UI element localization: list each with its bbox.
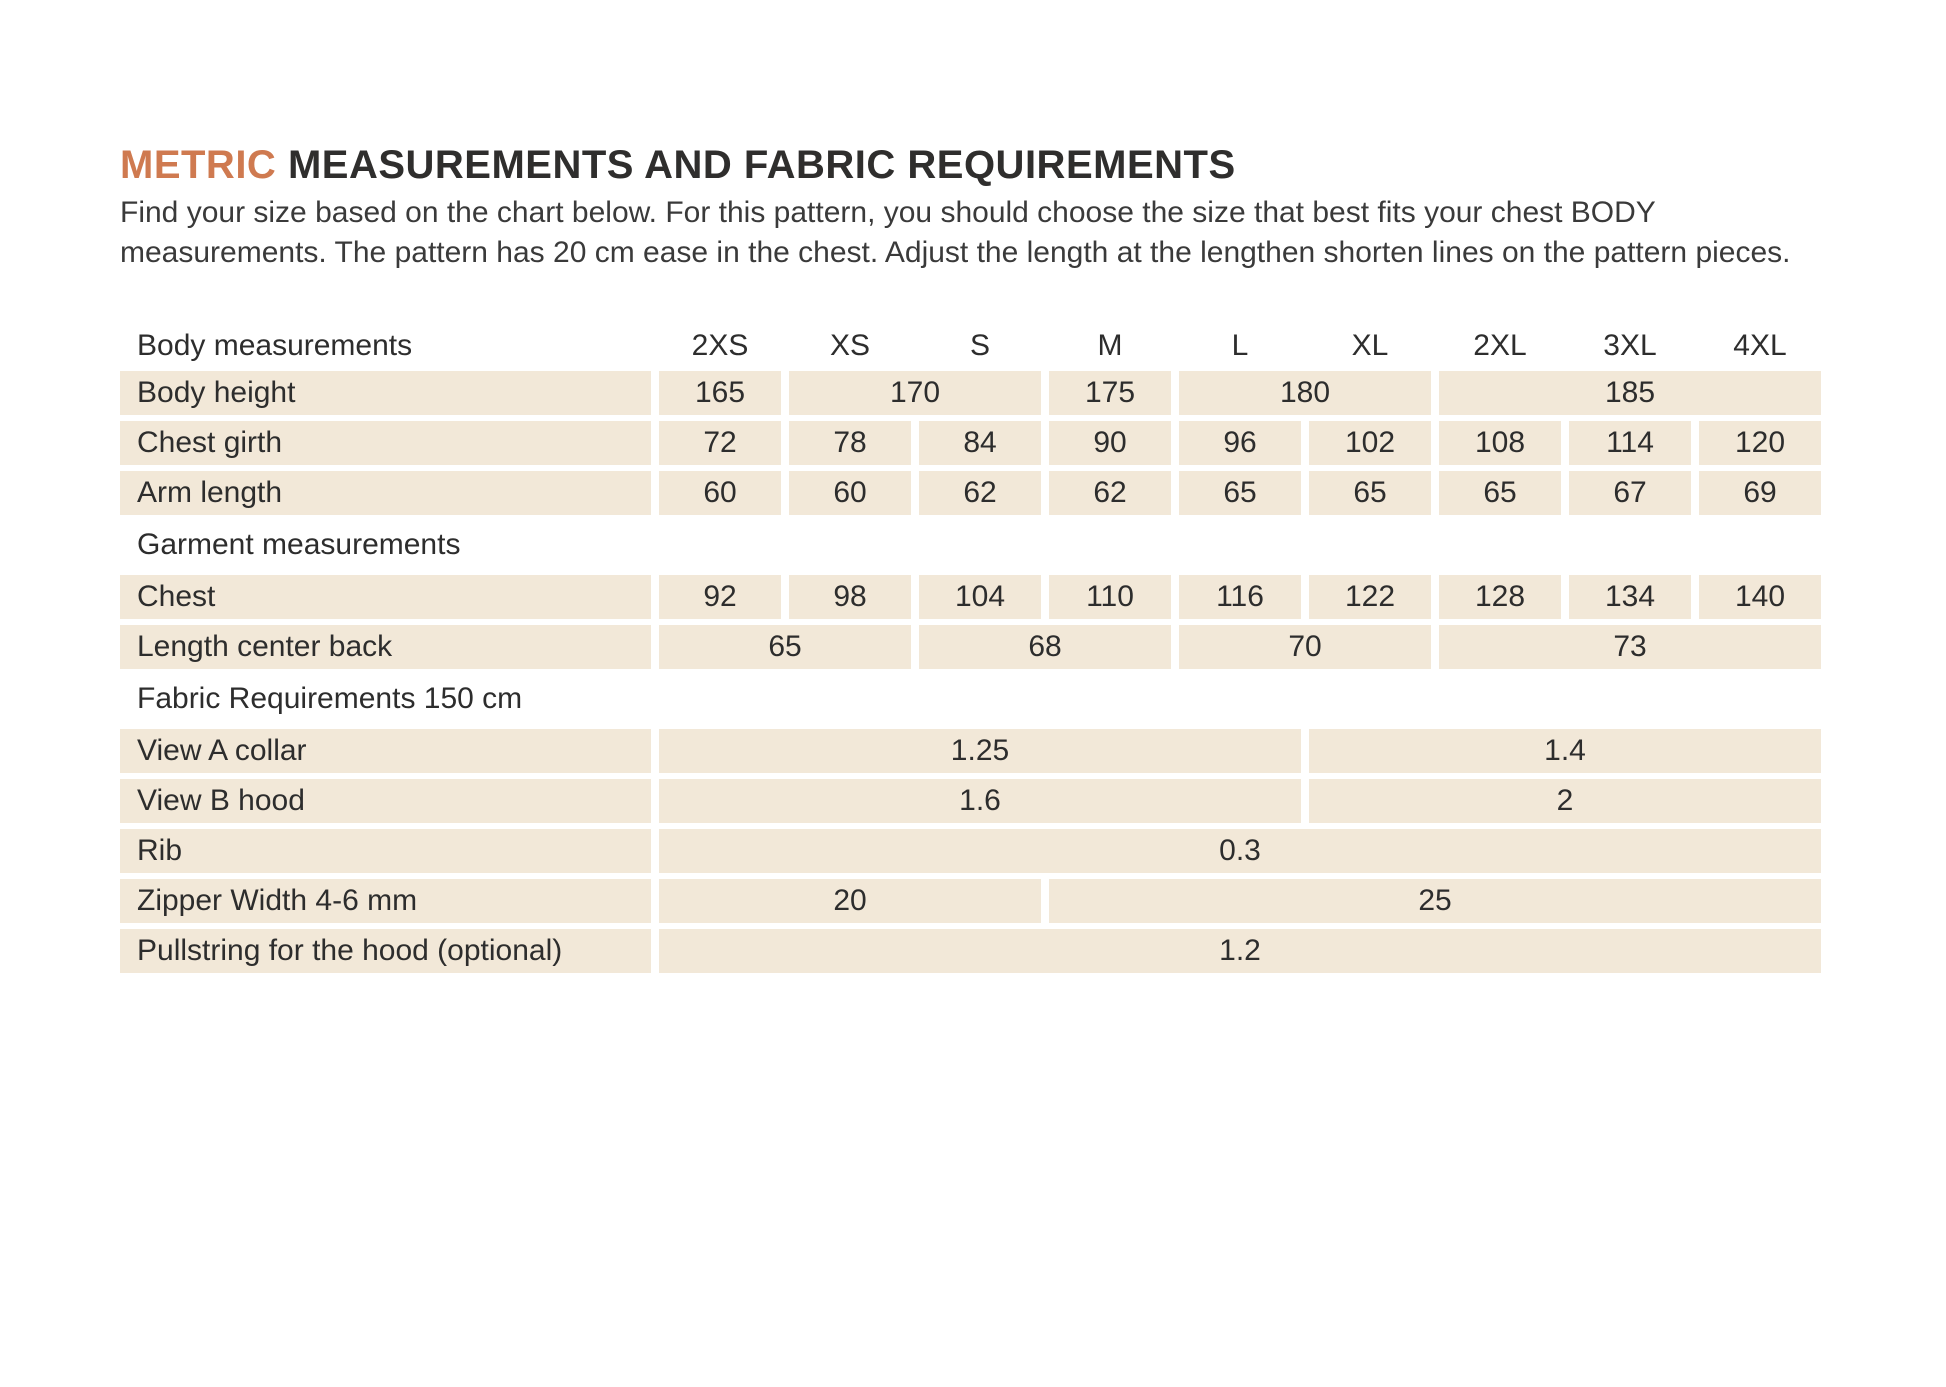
table-cell: 65 bbox=[659, 625, 911, 669]
table-cell: 122 bbox=[1309, 575, 1431, 619]
table-cell: 70 bbox=[1179, 625, 1431, 669]
table-cell: 62 bbox=[1049, 471, 1171, 515]
table-cell: 102 bbox=[1309, 421, 1431, 465]
table-cell: 180 bbox=[1179, 371, 1431, 415]
size-column-header: XL bbox=[1351, 329, 1389, 362]
table-cell: 65 bbox=[1179, 471, 1301, 515]
table-cell: 1.6 bbox=[659, 779, 1301, 823]
table-cell: 72 bbox=[659, 421, 781, 465]
size-chart-table: Body measurements 2XS XS S M L XL 2XL 3XL 4XL Body… bbox=[120, 327, 1821, 973]
table-cell: 114 bbox=[1569, 421, 1691, 465]
table-cell: 60 bbox=[789, 471, 911, 515]
section-header: Fabric Requirements 150 cm bbox=[137, 682, 523, 715]
table-cell: 20 bbox=[659, 879, 1041, 923]
table-cell: 110 bbox=[1049, 575, 1171, 619]
size-column-header: 2XL bbox=[1473, 329, 1527, 362]
table-cell: 65 bbox=[1439, 471, 1561, 515]
size-column-header: M bbox=[1097, 329, 1123, 362]
table-cell: 60 bbox=[659, 471, 781, 515]
table-cell: 62 bbox=[919, 471, 1041, 515]
table-cell: 134 bbox=[1569, 575, 1691, 619]
size-column-header: 3XL bbox=[1603, 329, 1657, 362]
table-cell: 108 bbox=[1439, 421, 1561, 465]
page-title-rest: MEASUREMENTS AND FABRIC REQUIREMENTS bbox=[287, 142, 1236, 187]
table-cell: 73 bbox=[1439, 625, 1821, 669]
table-cell: 96 bbox=[1179, 421, 1301, 465]
size-column-header: 2XS bbox=[691, 329, 749, 362]
page-title: METRIC MEASUREMENTS AND FABRIC REQUIREME… bbox=[120, 143, 1236, 187]
table-cell: 25 bbox=[1049, 879, 1821, 923]
table-cell: 78 bbox=[789, 421, 911, 465]
table-cell: 92 bbox=[659, 575, 781, 619]
table-cell: 140 bbox=[1699, 575, 1821, 619]
table-cell: 175 bbox=[1049, 371, 1171, 415]
table-cell: 120 bbox=[1699, 421, 1821, 465]
row-label: Zipper Width 4-6 mm bbox=[120, 879, 651, 923]
page-title-highlight: METRIC bbox=[120, 142, 277, 187]
table-cell: 90 bbox=[1049, 421, 1171, 465]
table-cell: 98 bbox=[789, 575, 911, 619]
table-cell: 1.4 bbox=[1309, 729, 1821, 773]
table-cell: 68 bbox=[919, 625, 1171, 669]
table-cell: 84 bbox=[919, 421, 1041, 465]
row-label: Rib bbox=[120, 829, 651, 873]
table-cell: 185 bbox=[1439, 371, 1821, 415]
row-label: View A collar bbox=[120, 729, 651, 773]
row-label: Chest girth bbox=[120, 421, 651, 465]
table-header-label: Body measurements bbox=[137, 329, 413, 362]
table-cell: 2 bbox=[1309, 779, 1821, 823]
intro-paragraph: Find your size based on the chart below.… bbox=[120, 196, 1791, 269]
table-cell: 116 bbox=[1179, 575, 1301, 619]
size-column-header: XS bbox=[829, 329, 871, 362]
table-cell: 1.25 bbox=[659, 729, 1301, 773]
table-cell: 65 bbox=[1309, 471, 1431, 515]
row-label: Body height bbox=[120, 371, 651, 415]
row-label: Pullstring for the hood (optional) bbox=[120, 929, 651, 973]
section-header: Garment measurements bbox=[137, 528, 461, 561]
table-cell: 69 bbox=[1699, 471, 1821, 515]
size-column-header: S bbox=[969, 329, 990, 362]
row-label: Arm length bbox=[120, 471, 651, 515]
table-cell: 1.2 bbox=[659, 929, 1821, 973]
table-cell: 165 bbox=[659, 371, 781, 415]
table-cell: 0.3 bbox=[659, 829, 1821, 873]
size-column-header: 4XL bbox=[1733, 329, 1787, 362]
table-cell: 170 bbox=[789, 371, 1041, 415]
row-label: Length center back bbox=[120, 625, 651, 669]
size-column-header: L bbox=[1231, 329, 1249, 362]
table-cell: 67 bbox=[1569, 471, 1691, 515]
table-cell: 104 bbox=[919, 575, 1041, 619]
row-label: View B hood bbox=[120, 779, 651, 823]
row-label: Chest bbox=[120, 575, 651, 619]
table-cell: 128 bbox=[1439, 575, 1561, 619]
